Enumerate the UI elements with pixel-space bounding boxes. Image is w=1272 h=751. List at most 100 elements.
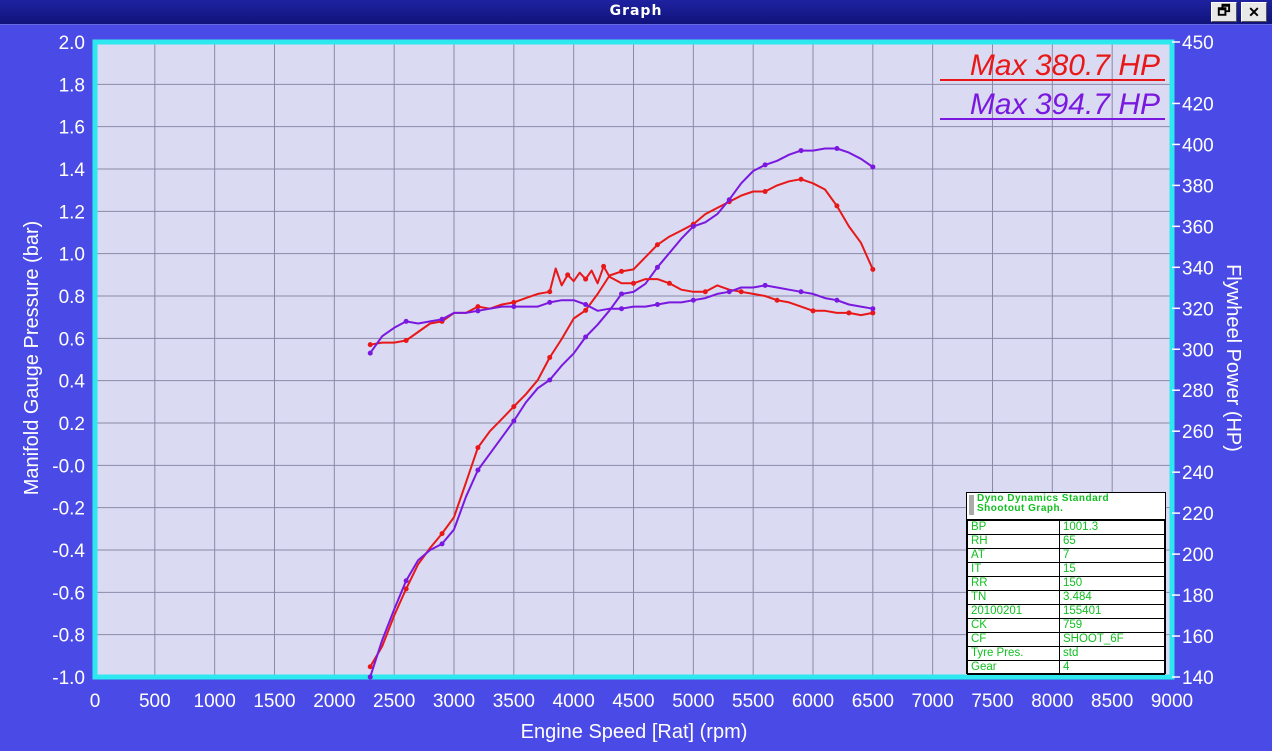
series-point-3 bbox=[798, 289, 804, 295]
info-row: AT 7 bbox=[967, 548, 1165, 563]
series-point-0 bbox=[654, 242, 660, 248]
close-button[interactable]: ✕ bbox=[1241, 2, 1267, 22]
plot-border bbox=[92, 39, 1175, 680]
info-value: 7 bbox=[1059, 548, 1165, 563]
window-title: Graph bbox=[609, 3, 663, 19]
x-tick-label: 7500 bbox=[971, 691, 1013, 712]
series-point-2 bbox=[846, 310, 852, 316]
series-point-3 bbox=[870, 306, 876, 312]
series-point-3 bbox=[511, 304, 517, 310]
info-row: CK 759 bbox=[967, 618, 1165, 633]
y2-tick-label: 380 bbox=[1182, 176, 1214, 197]
series-point-1 bbox=[403, 578, 409, 584]
y-tick-label: 0.2 bbox=[59, 414, 85, 435]
y-tick-label: 1.4 bbox=[59, 160, 86, 181]
series-point-1 bbox=[834, 146, 840, 152]
series-point-2 bbox=[547, 289, 553, 295]
y2-tick-label: 360 bbox=[1182, 217, 1214, 238]
series-point-1 bbox=[726, 197, 732, 203]
x-tick-label: 2500 bbox=[373, 691, 415, 712]
y2-tick-label: 300 bbox=[1182, 340, 1214, 361]
series-point-0 bbox=[511, 404, 517, 410]
y2-tick-label: 420 bbox=[1182, 94, 1214, 115]
series-point-0 bbox=[439, 531, 445, 537]
window-titlebar: Graph 🗗 ✕ bbox=[0, 0, 1272, 25]
series-point-3 bbox=[762, 282, 768, 288]
series-point-1 bbox=[583, 334, 589, 340]
x-tick-label: 2000 bbox=[313, 691, 355, 712]
x-tick-label: 8000 bbox=[1031, 691, 1073, 712]
series-point-0 bbox=[403, 586, 409, 592]
y-tick-label: -0.6 bbox=[52, 583, 85, 604]
x-tick-label: 4500 bbox=[612, 691, 654, 712]
info-value: 759 bbox=[1059, 618, 1165, 633]
series-point-3 bbox=[367, 350, 373, 356]
series-point-3 bbox=[726, 289, 732, 295]
x-tick-label: 3500 bbox=[493, 691, 535, 712]
series-point-1 bbox=[475, 467, 481, 473]
info-row: RH 65 bbox=[967, 534, 1165, 549]
y2-tick-label: 340 bbox=[1182, 258, 1214, 279]
series-point-1 bbox=[367, 674, 373, 680]
info-key: RH bbox=[967, 534, 1060, 549]
info-value: 1001.3 bbox=[1059, 520, 1165, 535]
series-point-1 bbox=[762, 162, 768, 168]
x-tick-label: 4000 bbox=[553, 691, 595, 712]
info-key: TN bbox=[967, 590, 1060, 605]
series-point-2 bbox=[666, 280, 672, 286]
info-heading-line2: Shootout Graph. bbox=[977, 503, 1064, 514]
info-key: AT bbox=[967, 548, 1060, 563]
series-point-0 bbox=[547, 354, 553, 360]
info-value: 15 bbox=[1059, 562, 1165, 577]
series-point-1 bbox=[654, 264, 660, 270]
x-tick-label: 3000 bbox=[433, 691, 475, 712]
info-row: 20100201 155401 bbox=[967, 604, 1165, 619]
series-point-1 bbox=[619, 291, 625, 297]
y2-tick-label: 260 bbox=[1182, 422, 1214, 443]
x-tick-label: 6000 bbox=[792, 691, 834, 712]
y2-tick-label: 220 bbox=[1182, 504, 1214, 525]
restore-icon: 🗗 bbox=[1217, 2, 1231, 18]
info-value: 155401 bbox=[1059, 604, 1165, 619]
y-tick-label: 1.2 bbox=[59, 202, 85, 223]
y-tick-label: 1.8 bbox=[59, 75, 85, 96]
series-point-0 bbox=[870, 266, 876, 272]
series-point-3 bbox=[475, 308, 481, 314]
info-key: CF bbox=[967, 632, 1060, 647]
info-key: CK bbox=[967, 618, 1060, 633]
series-point-3 bbox=[619, 306, 625, 312]
x-tick-label: 9000 bbox=[1151, 691, 1193, 712]
y2-tick-label: 140 bbox=[1182, 668, 1214, 689]
series-point-3 bbox=[834, 297, 840, 303]
y2-axis-label: Flywheel Power (HP) bbox=[1222, 264, 1244, 452]
y2-tick-label: 240 bbox=[1182, 463, 1214, 484]
series-point-2 bbox=[583, 276, 589, 282]
info-value: 3.484 bbox=[1059, 590, 1165, 605]
info-value: SHOOT_6F bbox=[1059, 632, 1165, 647]
y-tick-label: -0.2 bbox=[52, 499, 85, 520]
info-heading-line1: Dyno Dynamics Standard bbox=[977, 493, 1110, 504]
series-point-1 bbox=[798, 148, 804, 154]
restore-button[interactable]: 🗗 bbox=[1211, 2, 1237, 22]
close-icon: ✕ bbox=[1248, 3, 1260, 20]
series-point-2 bbox=[810, 308, 816, 314]
series-point-1 bbox=[511, 418, 517, 424]
y-tick-label: -0.4 bbox=[52, 541, 85, 562]
y-tick-label: -1.0 bbox=[52, 668, 85, 689]
series-point-0 bbox=[762, 189, 768, 195]
x-tick-label: 1500 bbox=[253, 691, 295, 712]
series-point-0 bbox=[619, 268, 625, 274]
info-row: RR 150 bbox=[967, 576, 1165, 591]
info-value: 150 bbox=[1059, 576, 1165, 591]
series-point-3 bbox=[439, 316, 445, 322]
series-point-2 bbox=[702, 289, 708, 295]
info-key: IT bbox=[967, 562, 1060, 577]
y-tick-label: 0.8 bbox=[59, 287, 85, 308]
series-point-2 bbox=[738, 289, 744, 295]
y2-tick-label: 200 bbox=[1182, 545, 1214, 566]
y-tick-label: 2.0 bbox=[59, 33, 85, 54]
series-point-2 bbox=[403, 337, 409, 343]
y2-tick-label: 280 bbox=[1182, 381, 1214, 402]
series-point-0 bbox=[834, 203, 840, 209]
series-point-2 bbox=[475, 304, 481, 310]
